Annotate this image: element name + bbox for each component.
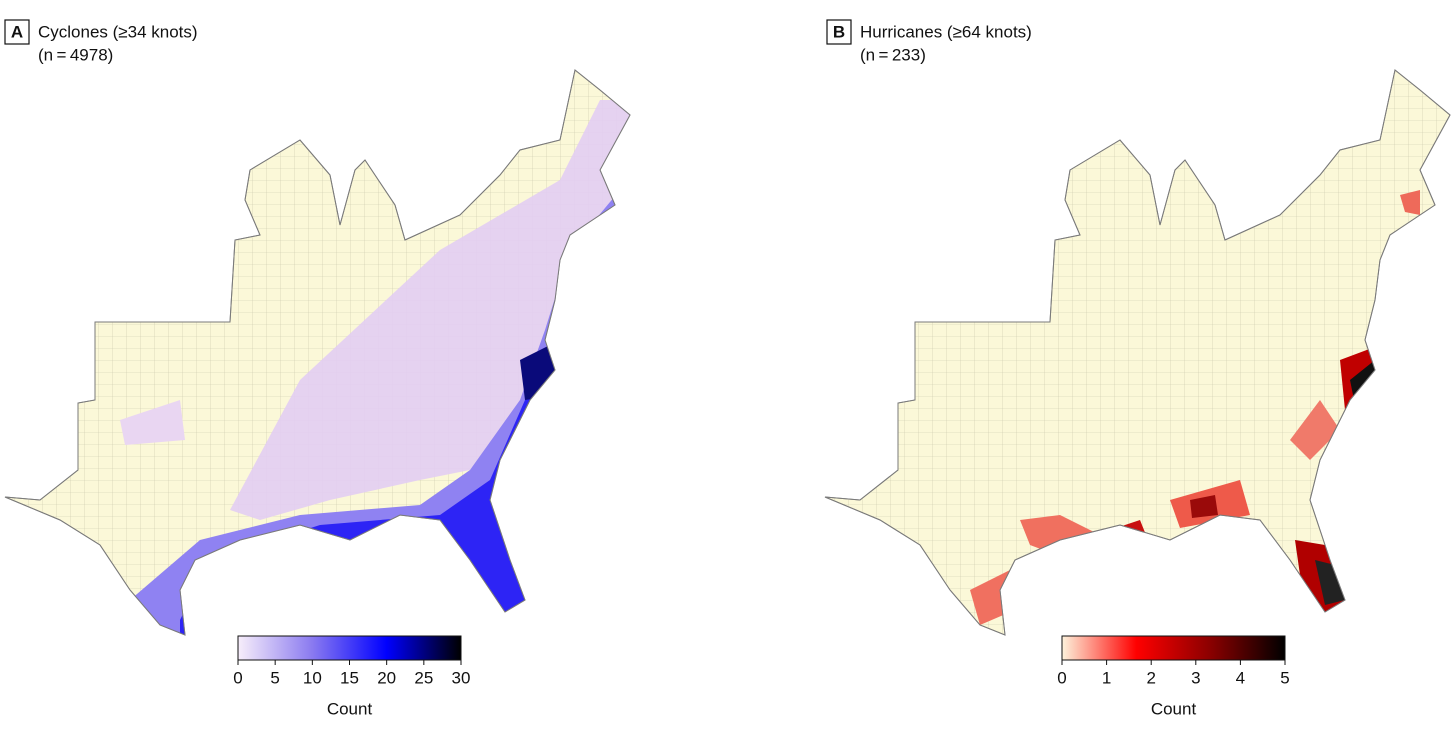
colorbar-ramp (1061, 635, 1286, 661)
panel-label-box (4, 19, 30, 45)
panel-label: B (833, 22, 845, 41)
colorbar-tick-label: 15 (340, 668, 359, 687)
colorbar-ramp (237, 635, 462, 661)
colorbar-tick-label: 1 (1102, 668, 1111, 687)
panel-subtitle: (n = 4978) (38, 45, 113, 64)
panel-title: Cyclones (≥34 knots) (38, 22, 198, 41)
panel-label: A (11, 22, 23, 41)
panel-header: A Cyclones (≥34 knots) (n = 4978) (4, 19, 198, 64)
colorbar-tick-label: 3 (1191, 668, 1200, 687)
colorbar: 0 5 10 15 20 25 30 Count (233, 635, 471, 718)
colorbar-tick-label: 5 (1280, 668, 1289, 687)
colorbar-tick-label: 10 (303, 668, 322, 687)
colorbar-title: Count (327, 699, 373, 718)
colorbar-tick-label: 0 (233, 668, 242, 687)
colorbar-title: Count (1151, 699, 1197, 718)
colorbar-tick-label: 30 (452, 668, 471, 687)
colorbar-tick-label: 25 (414, 668, 433, 687)
map-a (4, 69, 631, 636)
colorbar-tick-label: 4 (1236, 668, 1245, 687)
map-b (824, 69, 1451, 636)
colorbar-tick-label: 0 (1057, 668, 1066, 687)
panel-label-box (826, 19, 852, 45)
panel-subtitle: (n = 233) (860, 45, 926, 64)
colorbar-tick-label: 2 (1146, 668, 1155, 687)
panel-title: Hurricanes (≥64 knots) (860, 22, 1032, 41)
colorbar-tick-label: 20 (377, 668, 396, 687)
panel-header: B Hurricanes (≥64 knots) (n = 233) (826, 19, 1032, 64)
colorbar-tick-label: 5 (270, 668, 279, 687)
colorbar: 0 1 2 3 4 5 Count (1057, 635, 1290, 718)
